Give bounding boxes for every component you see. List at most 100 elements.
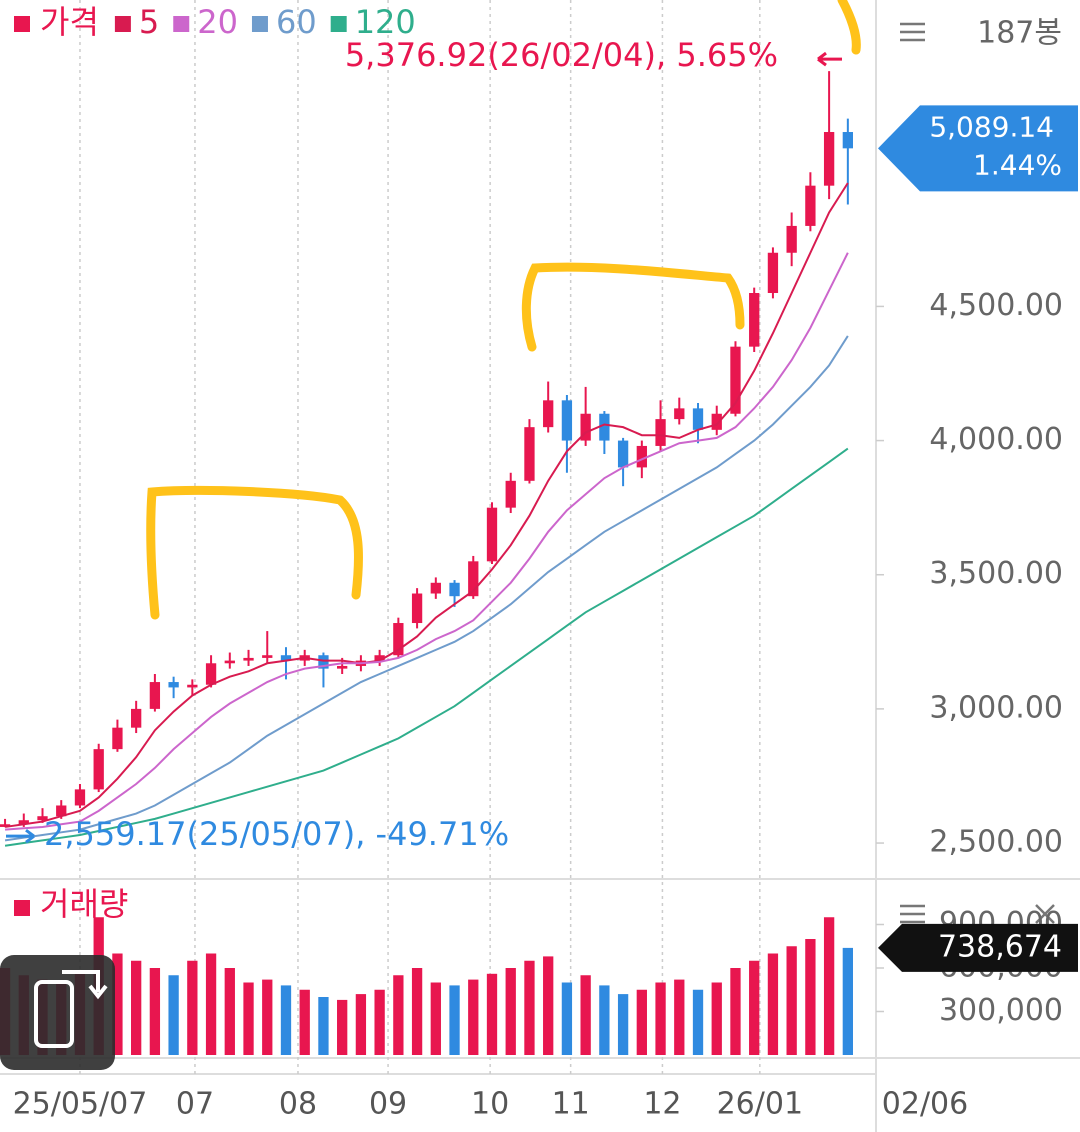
volume-bar bbox=[468, 979, 479, 1055]
low-arrow bbox=[6, 828, 35, 844]
candle-body bbox=[56, 805, 67, 817]
volume-bar bbox=[730, 968, 741, 1055]
annotations bbox=[146, 0, 861, 620]
volume-bar bbox=[636, 989, 647, 1055]
candle-body bbox=[711, 413, 722, 430]
candle-body bbox=[393, 623, 404, 656]
candle-body bbox=[187, 684, 198, 688]
candle-body bbox=[842, 132, 853, 149]
volume-bar bbox=[355, 994, 367, 1055]
plot bbox=[0, 71, 853, 1055]
candle-body bbox=[486, 507, 498, 562]
candle-body bbox=[617, 440, 629, 468]
y-tick-label: 3,500.00 bbox=[929, 556, 1063, 591]
candle-body bbox=[318, 655, 329, 669]
legend-swatch bbox=[330, 16, 347, 32]
volume-bar bbox=[205, 953, 217, 1055]
y-tick-label: 4,000.00 bbox=[929, 422, 1063, 457]
legend-swatch bbox=[173, 16, 190, 32]
candle-body bbox=[505, 480, 516, 508]
candle-body bbox=[168, 682, 179, 688]
volume-bar bbox=[299, 989, 310, 1055]
x-tick-label: 07 bbox=[176, 1087, 214, 1122]
volume-bar bbox=[786, 946, 797, 1055]
candle-body bbox=[337, 665, 348, 669]
candle-body bbox=[468, 561, 479, 597]
highlight-bracket bbox=[837, 0, 861, 55]
high-arrow bbox=[817, 51, 842, 67]
candle-body bbox=[262, 655, 273, 658]
volume-bar bbox=[337, 999, 348, 1055]
x-tick-label: 12 bbox=[643, 1087, 681, 1122]
legend-label: 가격 bbox=[40, 3, 99, 41]
candle-body bbox=[655, 419, 666, 446]
volume-bar bbox=[692, 989, 704, 1055]
candle-body bbox=[749, 293, 760, 347]
candle-body bbox=[93, 749, 104, 790]
volume-bar bbox=[112, 953, 123, 1055]
legend-swatch bbox=[251, 16, 268, 32]
volume-bar bbox=[224, 968, 235, 1055]
candle-body bbox=[0, 824, 11, 827]
volume-bar bbox=[561, 982, 573, 1055]
volume-bar bbox=[393, 975, 404, 1055]
grid bbox=[79, 0, 884, 1074]
x-tick-label: 08 bbox=[279, 1087, 317, 1122]
highlight-bracket bbox=[146, 485, 364, 620]
x-tick-label: 10 bbox=[471, 1087, 509, 1122]
high-note: 5,376.92(26/02/04), 5.65% bbox=[345, 36, 778, 74]
volume-tag bbox=[878, 923, 1078, 972]
volume-bar bbox=[486, 973, 498, 1055]
moving-average-line bbox=[4, 252, 849, 831]
candle-body bbox=[224, 660, 235, 664]
volume-bar bbox=[149, 968, 161, 1055]
candle-body bbox=[524, 427, 535, 481]
volume-bar bbox=[749, 960, 760, 1055]
low-note: 2,559.17(25/05/07), -49.71% bbox=[44, 815, 509, 853]
menu-icon[interactable] bbox=[900, 904, 925, 924]
candle-body bbox=[580, 413, 591, 441]
candle-body bbox=[561, 400, 573, 441]
candle-body bbox=[636, 445, 647, 468]
volume-bar bbox=[505, 968, 516, 1055]
legend-swatch bbox=[114, 16, 131, 32]
x-end-label: 02/06 bbox=[882, 1087, 968, 1122]
volume-bar bbox=[168, 975, 179, 1055]
price-tag bbox=[878, 105, 1078, 192]
volume-bar bbox=[374, 989, 385, 1055]
volume-bar bbox=[243, 982, 254, 1055]
candle-body bbox=[205, 663, 217, 685]
volume-bar bbox=[131, 960, 142, 1055]
candle-body bbox=[786, 225, 797, 253]
moving-average-line bbox=[4, 447, 849, 847]
highlight-bracket bbox=[521, 262, 745, 352]
legend-label: 거래량 bbox=[40, 885, 128, 923]
candle-body bbox=[374, 655, 385, 661]
candle-body bbox=[805, 185, 816, 226]
candle-body bbox=[674, 408, 685, 420]
candle-body bbox=[543, 400, 554, 428]
legend-swatch bbox=[14, 900, 30, 916]
candle-body bbox=[37, 816, 48, 821]
candle-body bbox=[767, 252, 779, 293]
volume-bar bbox=[262, 979, 273, 1055]
candle-body bbox=[149, 682, 161, 709]
x-tick-label: 09 bbox=[369, 1087, 407, 1122]
candle-body bbox=[280, 655, 292, 661]
volume-bar bbox=[580, 975, 591, 1055]
volume-bar bbox=[430, 982, 441, 1055]
candle-body bbox=[243, 657, 254, 661]
volume-bar bbox=[842, 947, 853, 1055]
volume-bar bbox=[711, 982, 722, 1055]
candle-body bbox=[449, 582, 460, 597]
volume-bar bbox=[543, 956, 554, 1055]
candle-body bbox=[692, 408, 704, 430]
y-tick-label: 2,500.00 bbox=[929, 825, 1063, 860]
candle-body bbox=[131, 708, 142, 728]
menu-icon[interactable] bbox=[900, 22, 925, 42]
close-icon[interactable] bbox=[1035, 904, 1055, 924]
volume-bar bbox=[599, 985, 610, 1055]
rotate-button[interactable] bbox=[0, 955, 115, 1070]
volume-tag-value: 738,674 bbox=[938, 929, 1062, 964]
